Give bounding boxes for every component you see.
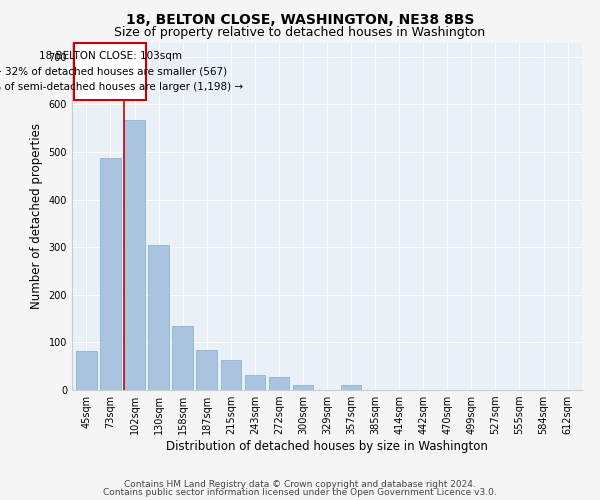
Text: 67% of semi-detached houses are larger (1,198) →: 67% of semi-detached houses are larger (… <box>0 82 243 92</box>
X-axis label: Distribution of detached houses by size in Washington: Distribution of detached houses by size … <box>166 440 488 453</box>
Bar <box>196 350 217 390</box>
Y-axis label: Number of detached properties: Number of detached properties <box>30 123 43 309</box>
FancyBboxPatch shape <box>74 44 146 100</box>
Text: 18 BELTON CLOSE: 103sqm: 18 BELTON CLOSE: 103sqm <box>39 51 182 61</box>
Bar <box>124 120 145 390</box>
Bar <box>221 360 241 390</box>
Text: Size of property relative to detached houses in Washington: Size of property relative to detached ho… <box>115 26 485 39</box>
Text: ← 32% of detached houses are smaller (567): ← 32% of detached houses are smaller (56… <box>0 66 227 76</box>
Bar <box>76 351 97 390</box>
Text: Contains HM Land Registry data © Crown copyright and database right 2024.: Contains HM Land Registry data © Crown c… <box>124 480 476 489</box>
Bar <box>269 377 289 390</box>
Text: Contains public sector information licensed under the Open Government Licence v3: Contains public sector information licen… <box>103 488 497 497</box>
Bar <box>100 158 121 390</box>
Bar <box>172 326 193 390</box>
Bar <box>293 385 313 390</box>
Text: 18, BELTON CLOSE, WASHINGTON, NE38 8BS: 18, BELTON CLOSE, WASHINGTON, NE38 8BS <box>126 12 474 26</box>
Bar <box>341 385 361 390</box>
Bar <box>148 245 169 390</box>
Bar <box>245 375 265 390</box>
